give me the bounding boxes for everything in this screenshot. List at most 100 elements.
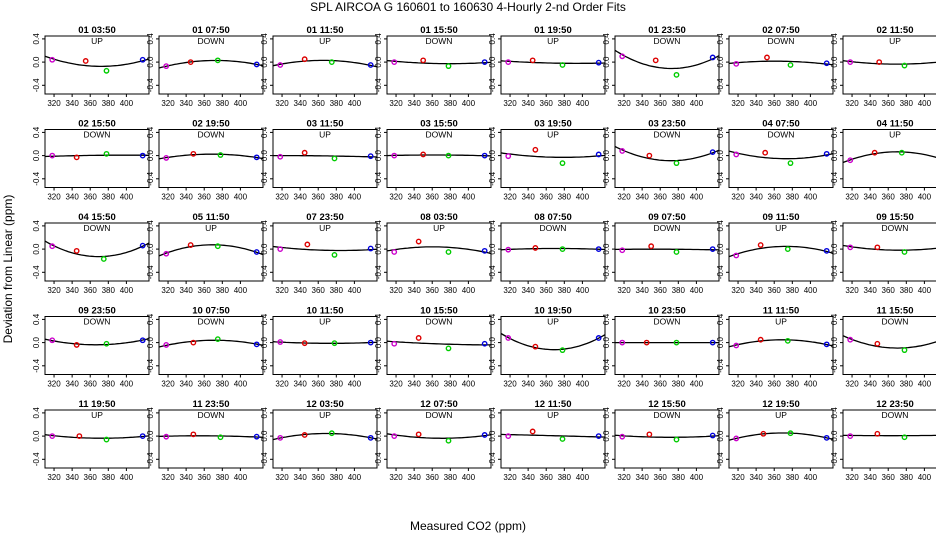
data-point: [104, 342, 108, 346]
y-tick-label: 0.0: [374, 243, 383, 255]
fit-curve: [729, 61, 833, 65]
fit-curve: [729, 340, 833, 347]
y-tick-label: 0.0: [488, 336, 497, 348]
x-tick-label: 320: [389, 193, 403, 202]
fit-curve: [729, 151, 833, 159]
data-point: [848, 338, 852, 342]
panel-direction: UP: [547, 36, 559, 46]
y-tick-label: -0.4: [830, 452, 839, 466]
data-point: [392, 342, 396, 346]
y-tick-label: 0.0: [716, 243, 725, 255]
panel-title: 11 11:50: [763, 306, 799, 317]
x-tick-label: 400: [234, 380, 248, 389]
y-tick-label: -0.4: [602, 452, 611, 466]
x-tick-label: 340: [65, 193, 79, 202]
panel-title: 12 23:50: [876, 399, 914, 410]
x-tick-label: 320: [617, 380, 631, 389]
fit-curve: [615, 50, 719, 68]
data-point: [824, 61, 828, 65]
y-tick-label: 0.0: [374, 149, 383, 161]
y-tick-label: 0.4: [260, 126, 269, 138]
x-tick-label: 400: [918, 380, 932, 389]
data-point: [533, 344, 537, 348]
data-point: [620, 434, 624, 438]
data-point: [674, 73, 678, 77]
y-tick-label: 0.0: [488, 149, 497, 161]
x-tick-label: 320: [845, 99, 859, 108]
y-tick-label: -0.4: [32, 358, 41, 372]
x-tick-label: 400: [804, 193, 818, 202]
y-tick-label: 0.0: [488, 56, 497, 68]
data-point: [902, 435, 906, 439]
panel-title: 09 23:50: [78, 306, 116, 317]
panel-title: 11 23:50: [193, 399, 230, 410]
y-tick-label: -0.4: [830, 171, 839, 185]
y-tick-label: 0.0: [260, 56, 269, 68]
y-tick-label: -0.4: [374, 452, 383, 466]
y-tick-label: 0.4: [32, 407, 41, 419]
panel-direction: UP: [205, 223, 217, 233]
y-tick-label: 0.4: [716, 220, 725, 232]
panel-title: 02 19:50: [192, 119, 230, 130]
panel-title: 03 15:50: [420, 119, 458, 130]
fit-curve: [273, 434, 377, 440]
panel-title: 10 15:50: [420, 306, 458, 317]
panel-title: 09 11:50: [763, 212, 800, 223]
data-point: [620, 149, 624, 153]
data-point: [758, 243, 762, 247]
data-point: [482, 249, 486, 253]
panel-direction: DOWN: [84, 317, 111, 327]
y-tick-label: 0.0: [146, 149, 155, 161]
y-tick-label: -0.4: [260, 265, 269, 279]
x-tick-label: 360: [426, 380, 440, 389]
y-tick-label: 0.0: [374, 56, 383, 68]
y-tick-label: -0.4: [488, 171, 497, 185]
y-tick-label: 0.4: [32, 313, 41, 325]
x-tick-label: 320: [389, 473, 403, 482]
x-tick-label: 360: [768, 473, 782, 482]
data-point: [392, 434, 396, 438]
x-tick-label: 400: [120, 380, 134, 389]
panel-title: 02 15:50: [78, 119, 116, 130]
x-tick-label: 360: [198, 380, 212, 389]
x-tick-label: 360: [312, 286, 326, 295]
x-tick-label: 340: [407, 473, 421, 482]
data-point: [332, 253, 336, 257]
x-tick-label: 400: [576, 380, 590, 389]
y-tick-label: 0.4: [146, 33, 155, 45]
x-tick-label: 380: [330, 286, 344, 295]
data-point: [875, 245, 879, 249]
x-tick-label: 360: [84, 99, 98, 108]
data-point: [786, 247, 790, 251]
y-tick-label: 0.0: [602, 243, 611, 255]
x-tick-label: 320: [731, 473, 745, 482]
panel-title: 04 07:50: [762, 119, 800, 130]
x-tick-label: 320: [389, 286, 403, 295]
x-tick-label: 320: [617, 99, 631, 108]
y-tick-label: 0.0: [260, 243, 269, 255]
y-tick-label: 0.0: [32, 430, 41, 442]
x-tick-label: 400: [348, 193, 362, 202]
y-tick-label: 0.4: [146, 407, 155, 419]
data-point: [368, 154, 372, 158]
x-tick-label: 320: [731, 380, 745, 389]
panel-title: 04 11:50: [877, 119, 914, 130]
data-point: [824, 152, 828, 156]
data-point: [482, 342, 486, 346]
data-point: [216, 244, 220, 248]
data-point: [902, 250, 906, 254]
panel-title: 11 19:50: [79, 399, 116, 410]
x-tick-label: 400: [804, 380, 818, 389]
x-tick-label: 340: [749, 473, 763, 482]
x-tick-label: 380: [786, 193, 800, 202]
x-tick-label: 340: [521, 286, 535, 295]
x-tick-label: 360: [882, 99, 896, 108]
